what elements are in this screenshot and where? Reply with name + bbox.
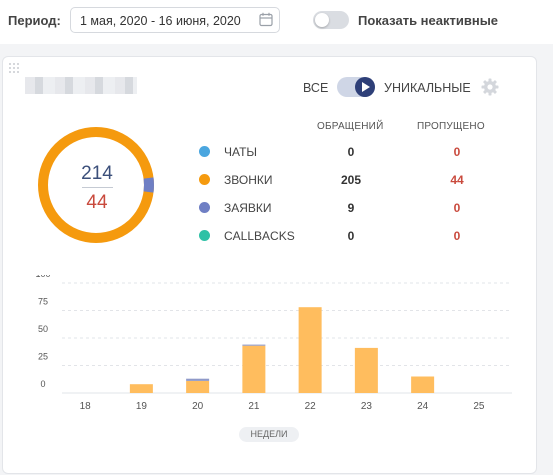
y-tick-label: 0 (40, 379, 45, 389)
donut-segment-requests (38, 127, 154, 243)
bar (242, 344, 266, 346)
legend-calls: 0 (347, 229, 355, 243)
widget-title-blurred (25, 77, 137, 94)
bar (411, 376, 435, 393)
view-mode-knob (355, 77, 375, 97)
gear-icon[interactable] (481, 78, 499, 96)
y-tick-label: 50 (38, 324, 48, 334)
filter-bar: Период: 1 мая, 2020 - 16 июня, 2020 Пока… (0, 0, 553, 44)
date-range-picker[interactable]: 1 мая, 2020 - 16 июня, 2020 (70, 7, 280, 33)
legend-missed: 0 (453, 229, 461, 243)
date-range-value: 1 мая, 2020 - 16 июня, 2020 (80, 14, 241, 28)
legend-missed: 44 (450, 173, 464, 187)
x-axis-unit-pill[interactable]: НЕДЕЛИ (239, 427, 299, 442)
view-all-label[interactable]: ВСЕ (303, 81, 329, 95)
drag-handle-icon[interactable] (8, 62, 21, 75)
bar (186, 378, 210, 381)
show-inactive-toggle[interactable] (313, 11, 349, 29)
weekly-bar-chart: 0 25 50 75 100 18 19 20 21 22 23 24 25 (35, 275, 512, 412)
x-tick-label: 24 (417, 401, 429, 412)
bar (129, 384, 153, 393)
dot-chats-icon (199, 146, 210, 157)
donut-total: 214 (81, 163, 113, 184)
show-inactive-label[interactable]: Показать неактивные (358, 13, 499, 28)
legend-name: CALLBACKS (224, 229, 295, 243)
dot-calls-icon (199, 174, 210, 185)
x-tick-label: 25 (473, 401, 485, 412)
bar (242, 345, 266, 393)
play-icon (362, 82, 370, 92)
donut-missed-total: 44 (86, 192, 108, 213)
bar (186, 380, 210, 393)
legend-name: ЗАЯВКИ (224, 201, 272, 215)
legend-calls: 205 (341, 173, 362, 187)
bar (354, 347, 378, 393)
view-mode-toggle[interactable] (337, 77, 375, 97)
calendar-icon (259, 12, 273, 27)
x-axis-unit-label: НЕДЕЛИ (250, 429, 288, 439)
dot-callbacks-icon (199, 230, 210, 241)
y-tick-label: 100 (35, 275, 50, 279)
x-tick-label: 19 (136, 401, 148, 412)
view-unique-label[interactable]: УНИКАЛЬНЫЕ (384, 81, 471, 95)
legend-calls: 0 (347, 145, 355, 159)
column-header-calls: ОБРАЩЕНИЙ (317, 121, 384, 132)
legend-name: ЧАТЫ (224, 145, 258, 159)
y-tick-label: 25 (38, 352, 48, 362)
legend-missed: 0 (453, 145, 461, 159)
donut-segment-calls (38, 127, 154, 243)
x-tick-label: 18 (80, 401, 92, 412)
legend-missed: 0 (453, 201, 461, 215)
column-header-missed: ПРОПУЩЕНО (417, 121, 485, 132)
donut-chart (38, 127, 154, 243)
x-tick-label: 22 (305, 401, 317, 412)
bar (298, 307, 322, 393)
toggle-knob (315, 13, 329, 27)
period-label: Период: (8, 13, 61, 28)
y-tick-label: 75 (38, 297, 48, 307)
legend-calls: 9 (347, 201, 355, 215)
channels-widget: ВСЕ УНИКАЛЬНЫЕ 214 44 ОБРАЩЕНИЙ ПРОПУЩЕН… (2, 56, 537, 474)
x-tick-label: 21 (248, 401, 260, 412)
x-tick-label: 23 (361, 401, 373, 412)
x-tick-label: 20 (192, 401, 204, 412)
legend-name: ЗВОНКИ (224, 173, 273, 187)
dot-requests-icon (199, 202, 210, 213)
donut-divider (82, 187, 113, 188)
